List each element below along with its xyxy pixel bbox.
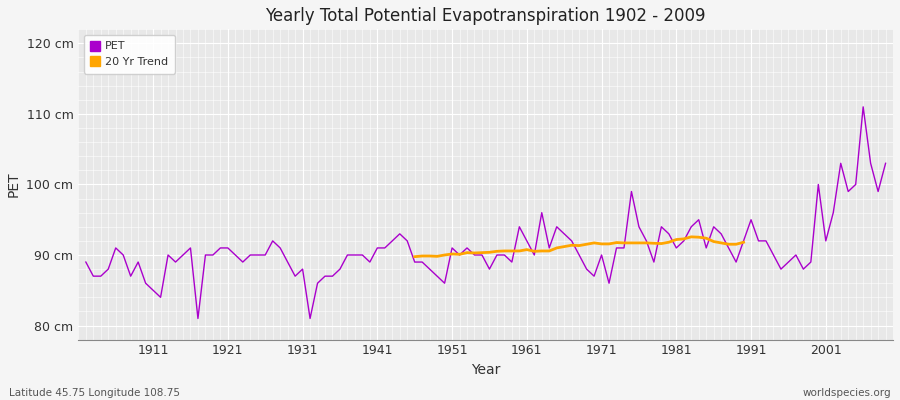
X-axis label: Year: Year bbox=[471, 363, 500, 377]
Title: Yearly Total Potential Evapotranspiration 1902 - 2009: Yearly Total Potential Evapotranspiratio… bbox=[266, 7, 706, 25]
Text: worldspecies.org: worldspecies.org bbox=[803, 388, 891, 398]
Y-axis label: PET: PET bbox=[7, 172, 21, 197]
Legend: PET, 20 Yr Trend: PET, 20 Yr Trend bbox=[84, 35, 175, 74]
Text: Latitude 45.75 Longitude 108.75: Latitude 45.75 Longitude 108.75 bbox=[9, 388, 180, 398]
